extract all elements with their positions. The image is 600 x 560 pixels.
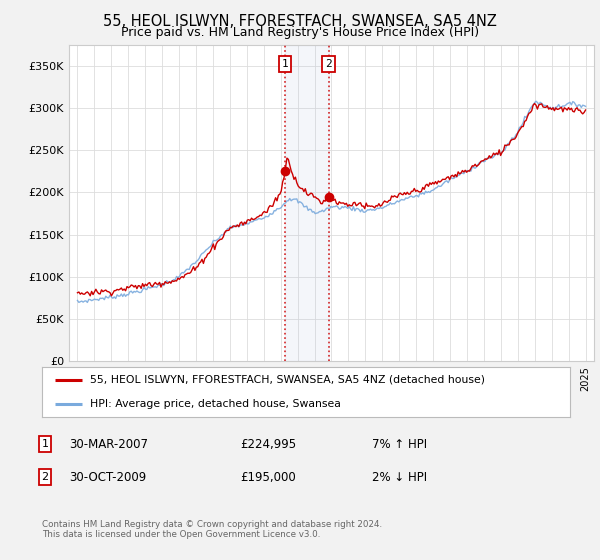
Text: 2: 2 xyxy=(325,59,332,69)
Text: 7% ↑ HPI: 7% ↑ HPI xyxy=(372,437,427,451)
Text: 30-MAR-2007: 30-MAR-2007 xyxy=(69,437,148,451)
Text: 55, HEOL ISLWYN, FFORESTFACH, SWANSEA, SA5 4NZ: 55, HEOL ISLWYN, FFORESTFACH, SWANSEA, S… xyxy=(103,14,497,29)
Text: Price paid vs. HM Land Registry's House Price Index (HPI): Price paid vs. HM Land Registry's House … xyxy=(121,26,479,39)
Bar xyxy=(285,45,329,361)
Text: £195,000: £195,000 xyxy=(240,470,296,484)
Text: 30-OCT-2009: 30-OCT-2009 xyxy=(69,470,146,484)
Text: 1: 1 xyxy=(281,59,289,69)
Text: £224,995: £224,995 xyxy=(240,437,296,451)
Text: 2% ↓ HPI: 2% ↓ HPI xyxy=(372,470,427,484)
Text: HPI: Average price, detached house, Swansea: HPI: Average price, detached house, Swan… xyxy=(89,399,340,409)
Text: 55, HEOL ISLWYN, FFORESTFACH, SWANSEA, SA5 4NZ (detached house): 55, HEOL ISLWYN, FFORESTFACH, SWANSEA, S… xyxy=(89,375,485,385)
Text: 2: 2 xyxy=(41,472,49,482)
Text: Contains HM Land Registry data © Crown copyright and database right 2024.
This d: Contains HM Land Registry data © Crown c… xyxy=(42,520,382,539)
Text: 1: 1 xyxy=(41,439,49,449)
